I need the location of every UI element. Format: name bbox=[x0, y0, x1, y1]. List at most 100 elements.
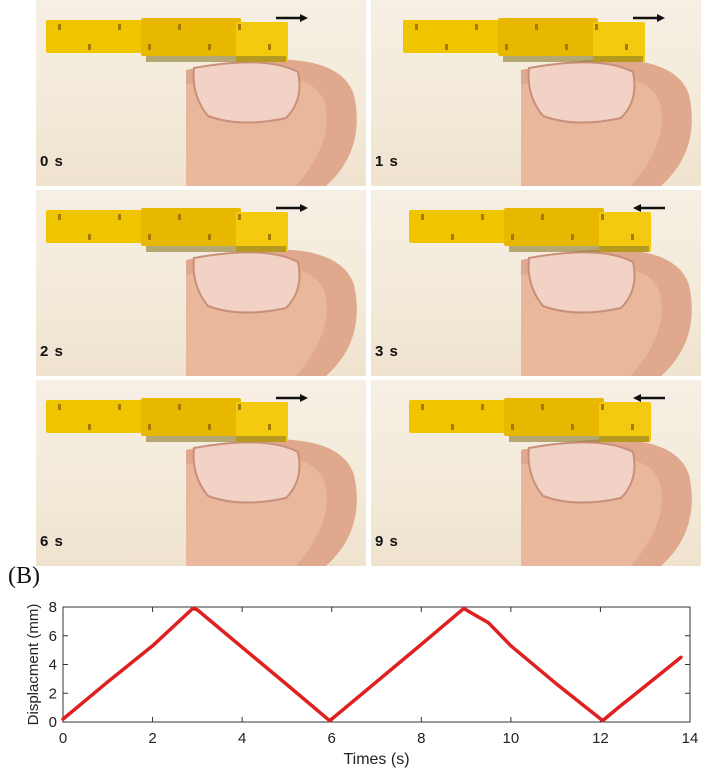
device-pad bbox=[571, 234, 574, 240]
device-shadow bbox=[509, 436, 649, 442]
y-axis-label: Displacment (mm) bbox=[25, 604, 42, 726]
y-tick-label: 2 bbox=[49, 685, 57, 702]
device-pad bbox=[88, 424, 91, 430]
gold-device bbox=[409, 398, 651, 442]
displacement-chart: 0 2 4 6 8 10 12 14 0 2 4 6 8 Times (s) Displacment (mm… bbox=[25, 599, 699, 768]
x-tick-label: 4 bbox=[238, 730, 246, 747]
finger-device-photo bbox=[403, 14, 692, 186]
frame-panel-2s: 2 s bbox=[36, 190, 366, 376]
y-tick-label: 0 bbox=[49, 714, 57, 731]
device-segment bbox=[141, 18, 241, 56]
frame-time-label: 0 s bbox=[40, 153, 64, 170]
x-tick-label: 0 bbox=[59, 730, 67, 747]
device-pad bbox=[58, 24, 61, 30]
fingernail bbox=[527, 251, 636, 314]
device-pad bbox=[58, 404, 61, 410]
device-segment bbox=[593, 22, 645, 62]
x-axis-label: Times (s) bbox=[343, 751, 409, 768]
device-shadow bbox=[146, 56, 286, 62]
arrow-head bbox=[657, 14, 665, 22]
device-pad bbox=[238, 214, 241, 220]
device-pad bbox=[601, 404, 604, 410]
finger-device-photo bbox=[409, 204, 692, 376]
device-segment bbox=[236, 22, 288, 62]
device-segment bbox=[504, 208, 604, 246]
device-pad bbox=[631, 424, 634, 430]
device-pad bbox=[148, 44, 151, 50]
device-pad bbox=[208, 424, 211, 430]
frame-panel-0s: 0 s bbox=[36, 0, 366, 186]
gold-device bbox=[46, 18, 288, 62]
y-tick-label: 8 bbox=[49, 599, 57, 616]
device-pad bbox=[481, 214, 484, 220]
finger-device-photo bbox=[409, 394, 692, 566]
frame-panel-9s: 9 s bbox=[371, 380, 701, 566]
device-shadow bbox=[503, 56, 643, 62]
device-segment bbox=[141, 398, 241, 436]
time-lapse-photo-grid: 0 s 1 s 2 s 3 s 6 s 9 s bbox=[36, 0, 701, 566]
device-pad bbox=[178, 404, 181, 410]
device-shadow bbox=[509, 246, 649, 252]
device-pad bbox=[148, 424, 151, 430]
plot-frame bbox=[62, 606, 691, 723]
fingernail bbox=[192, 441, 301, 504]
fingernail bbox=[192, 251, 301, 314]
arrow-head bbox=[300, 394, 308, 402]
displacement-series-line bbox=[61, 606, 683, 723]
device-pad bbox=[565, 44, 568, 50]
device-pad bbox=[118, 214, 121, 220]
finger-device-photo bbox=[46, 204, 357, 376]
y-tick-label: 6 bbox=[49, 628, 57, 645]
frame-time-label: 9 s bbox=[375, 533, 399, 550]
x-tick-label: 10 bbox=[503, 730, 520, 747]
device-pad bbox=[208, 234, 211, 240]
device-pad bbox=[595, 24, 598, 30]
device-pad bbox=[238, 404, 241, 410]
device-pad bbox=[421, 404, 424, 410]
device-segment bbox=[599, 402, 651, 442]
gold-device bbox=[409, 208, 651, 252]
device-pad bbox=[625, 44, 628, 50]
fingernail bbox=[192, 61, 301, 124]
device-shadow bbox=[146, 246, 286, 252]
y-tick-label: 4 bbox=[49, 657, 57, 674]
device-pad bbox=[268, 44, 271, 50]
arrow-head bbox=[300, 14, 308, 22]
device-segment bbox=[599, 212, 651, 252]
arrow-head bbox=[300, 204, 308, 212]
x-tick-label: 2 bbox=[148, 730, 156, 747]
device-pad bbox=[475, 24, 478, 30]
gold-device bbox=[46, 208, 288, 252]
device-pad bbox=[268, 234, 271, 240]
device-pad bbox=[511, 424, 514, 430]
device-pad bbox=[505, 44, 508, 50]
device-pad bbox=[88, 234, 91, 240]
frame-time-label: 1 s bbox=[375, 153, 399, 170]
device-pad bbox=[421, 214, 424, 220]
x-tick-label: 8 bbox=[417, 730, 425, 747]
frame-panel-1s: 1 s bbox=[371, 0, 701, 186]
frame-time-label: 2 s bbox=[40, 343, 64, 360]
device-pad bbox=[58, 214, 61, 220]
arrow-head bbox=[633, 394, 641, 402]
device-pad bbox=[535, 24, 538, 30]
device-pad bbox=[238, 24, 241, 30]
x-tick-label: 12 bbox=[592, 730, 609, 747]
fingernail bbox=[527, 441, 636, 504]
arrow-head bbox=[633, 204, 641, 212]
gold-device bbox=[403, 18, 645, 62]
device-segment bbox=[141, 208, 241, 246]
device-pad bbox=[178, 214, 181, 220]
finger-device-photo bbox=[46, 394, 357, 566]
device-segment bbox=[236, 402, 288, 442]
fingernail bbox=[527, 61, 636, 124]
gold-device bbox=[46, 398, 288, 442]
device-segment bbox=[236, 212, 288, 252]
device-pad bbox=[541, 404, 544, 410]
device-pad bbox=[118, 404, 121, 410]
device-pad bbox=[511, 234, 514, 240]
device-pad bbox=[88, 44, 91, 50]
device-pad bbox=[445, 44, 448, 50]
x-tick-label: 14 bbox=[682, 730, 699, 747]
frame-time-label: 3 s bbox=[375, 343, 399, 360]
